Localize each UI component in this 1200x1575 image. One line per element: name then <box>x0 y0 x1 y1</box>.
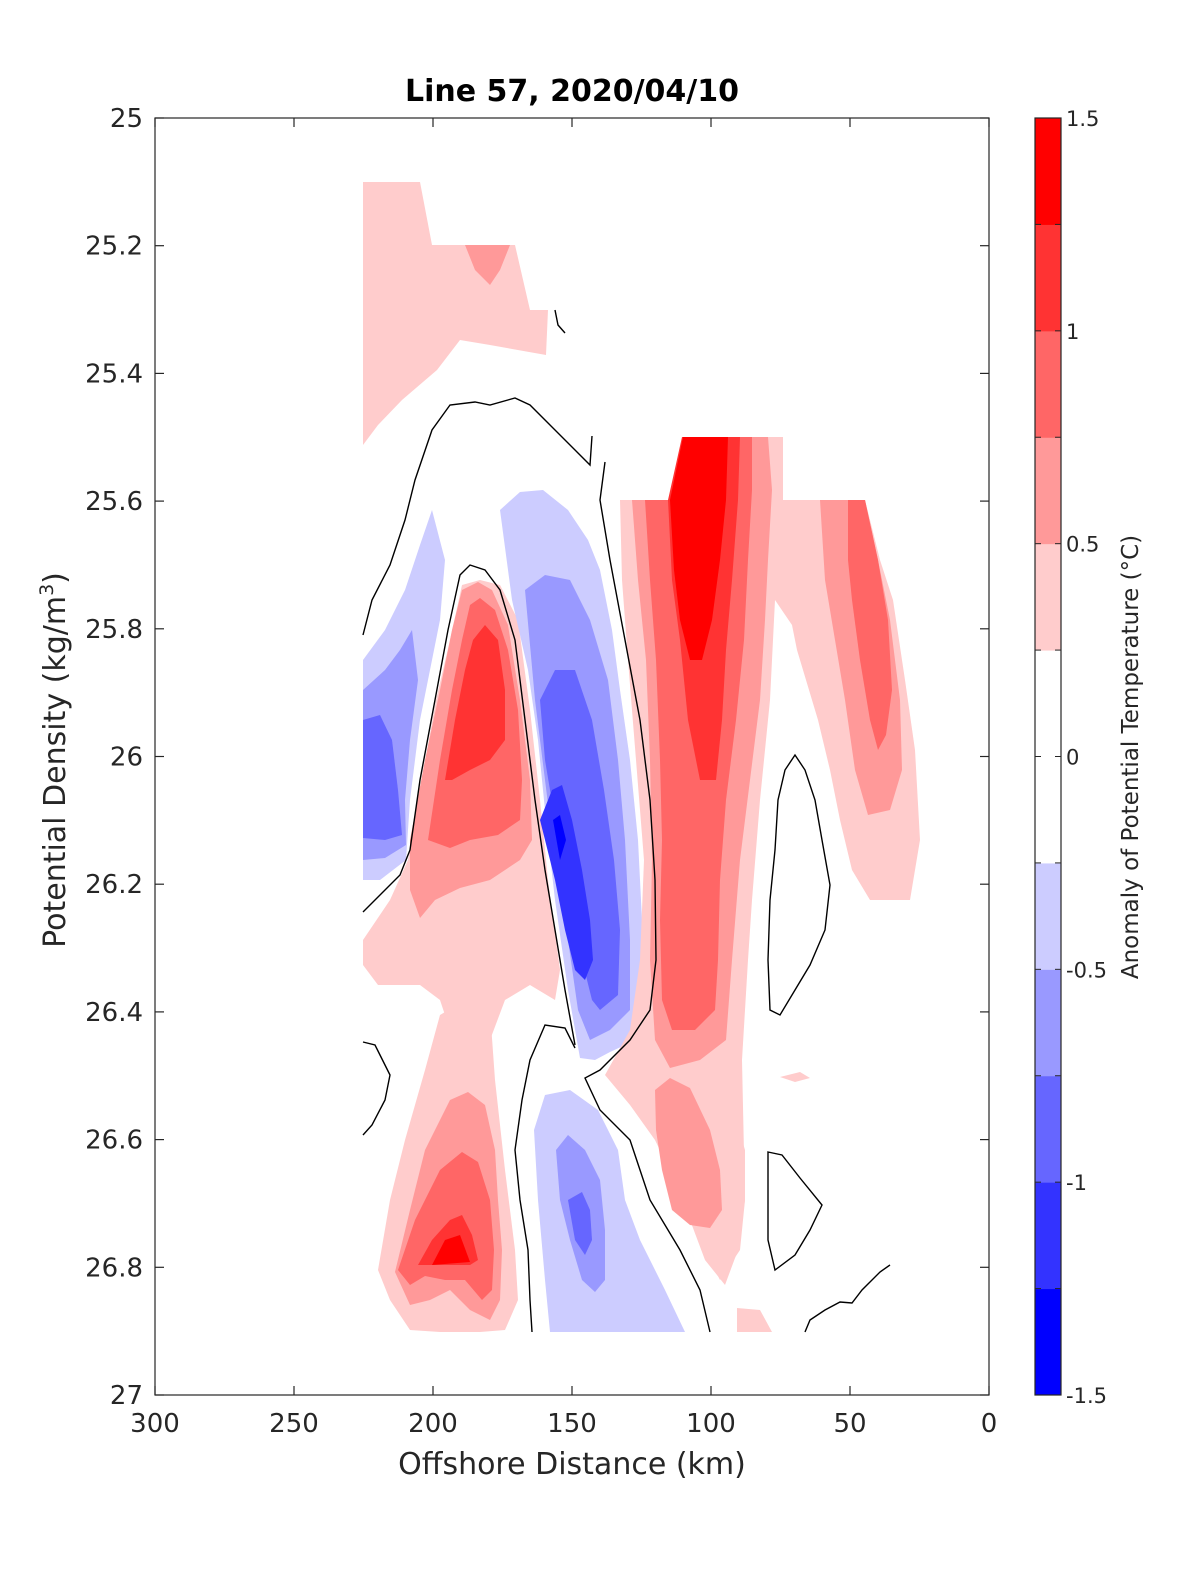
y-tick-label: 26.6 <box>85 1126 143 1156</box>
colorbar-segment <box>1035 1075 1061 1183</box>
plot-area <box>362 182 920 1333</box>
colorbar-segment <box>1035 756 1061 864</box>
y-tick-label: 25.6 <box>85 487 143 517</box>
warm-level-2-top-left <box>465 245 510 285</box>
y-tick-label: 26 <box>110 743 143 773</box>
colorbar-tick-label: 1.5 <box>1066 107 1099 131</box>
colorbar-tick-label: 0.5 <box>1066 533 1099 557</box>
y-tick-label: 25.8 <box>85 615 143 645</box>
warm-level-5-nearshore <box>670 437 728 660</box>
x-axis: 300 250 200 150 100 50 0 <box>130 118 997 1439</box>
y-tick-label: 26.8 <box>85 1253 143 1283</box>
anomaly-level-5 <box>432 437 728 1265</box>
x-tick-label: 250 <box>269 1409 319 1439</box>
zero-contour-upper-arc <box>362 397 593 636</box>
colorbar-segment <box>1035 118 1061 225</box>
colorbar-tick-label: -0.5 <box>1066 958 1107 982</box>
zero-contour-lines <box>362 309 891 1333</box>
colorbar-segment <box>1035 862 1061 970</box>
y-axis-title-main: Potential Density (kg/m <box>38 596 73 948</box>
zero-contour-middle-inner <box>514 1024 576 1333</box>
y-axis: 25 25.2 25.4 25.6 25.8 26 26.2 26.4 26.6 26.8 27 <box>85 104 989 1411</box>
y-tick-label: 25.4 <box>85 359 143 389</box>
zero-contour-loop-inshore <box>767 753 831 1016</box>
warm-level-4-core <box>445 625 505 780</box>
y-axis-title-end: ) <box>38 572 73 584</box>
x-axis-title: Offshore Distance (km) <box>398 1447 746 1482</box>
x-tick-label: 300 <box>130 1409 180 1439</box>
warm-level-2-deep-nearshore <box>655 1078 722 1228</box>
zero-contour-right-edge <box>584 461 711 1333</box>
zero-contour-loop-deep <box>767 1151 823 1272</box>
y-axis-title: Potential Density (kg/m3) <box>36 572 73 948</box>
chart-title: Line 57, 2020/04/10 <box>405 74 739 109</box>
zero-contour-tick-top <box>554 309 566 334</box>
y-tick-label: 25 <box>110 104 143 134</box>
colorbar-segment <box>1035 650 1061 757</box>
cold-level-3-west <box>363 715 402 840</box>
colorbar-segment <box>1035 224 1061 332</box>
zero-contour-core-loop <box>362 564 576 1046</box>
colorbar-segment <box>1035 1182 1061 1290</box>
warm-region-small-patch <box>737 1308 772 1332</box>
colorbar-segment <box>1035 437 1061 545</box>
colorbar-tick-label: 0 <box>1066 746 1079 770</box>
colorbar-segment <box>1035 1288 1061 1396</box>
x-tick-label: 200 <box>408 1409 458 1439</box>
zero-contour-bottom-right <box>804 1264 891 1333</box>
x-tick-label: 0 <box>981 1409 998 1439</box>
warm-region-speck <box>780 1072 810 1082</box>
warm-level-5-deep-west <box>432 1235 470 1265</box>
x-tick-label: 100 <box>686 1409 736 1439</box>
colorbar-segment <box>1035 543 1061 651</box>
zero-contour-west-deep <box>362 1041 391 1136</box>
colorbar-segment <box>1035 969 1061 1077</box>
y-tick-label: 27 <box>110 1381 143 1411</box>
colorbar-title: Anomaly of Potential Temperature (°C) <box>1118 535 1144 979</box>
warm-level-3-inshore <box>848 500 892 750</box>
colorbar-tick-label: -1.5 <box>1066 1384 1107 1408</box>
cold-level-5-core <box>553 815 566 860</box>
y-tick-label: 26.4 <box>85 998 143 1028</box>
colorbar-tick-label: -1 <box>1066 1171 1087 1195</box>
cold-level-3-deep <box>568 1192 592 1255</box>
x-tick-label: 150 <box>547 1409 597 1439</box>
colorbar-tick-label: 1 <box>1066 320 1079 344</box>
colorbar-segment <box>1035 330 1061 438</box>
y-tick-label: 25.2 <box>85 232 143 262</box>
colorbar: 1.5 1 0.5 0 -0.5 -1 -1.5 <box>1034 107 1107 1408</box>
x-tick-label: 50 <box>833 1409 866 1439</box>
y-tick-label: 26.2 <box>85 870 143 900</box>
cold-level-4-core <box>540 785 593 980</box>
y-axis-title-superscript: 3 <box>36 584 58 596</box>
cold-level-3-core <box>540 670 620 1010</box>
